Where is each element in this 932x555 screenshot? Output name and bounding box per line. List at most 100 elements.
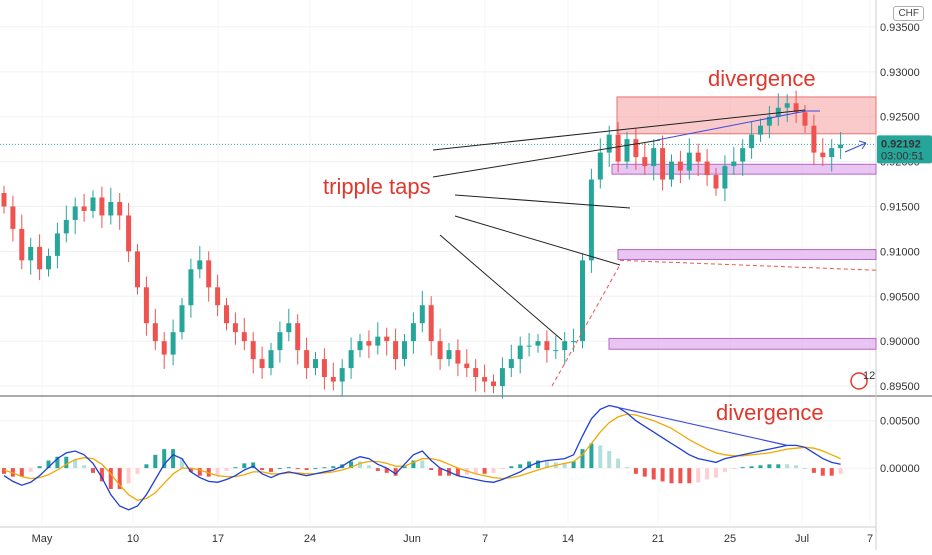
candle-body xyxy=(571,341,577,343)
price-axis-tick-label: 0.91000 xyxy=(880,246,920,258)
macd-histogram-bar xyxy=(482,468,487,474)
macd-histogram-bar xyxy=(642,468,647,477)
time-axis-tick-label: Jun xyxy=(403,533,421,545)
candle-body xyxy=(766,116,772,126)
demand-zone-1 xyxy=(611,163,877,175)
macd-histogram-bar xyxy=(571,461,576,469)
candle-body xyxy=(170,332,176,355)
candle-body xyxy=(339,368,345,382)
macd-histogram-bar xyxy=(616,458,621,469)
candle-body xyxy=(446,350,452,360)
candle-body xyxy=(241,332,247,342)
macd-divergence-line xyxy=(609,404,788,446)
macd-histogram-bar xyxy=(197,468,202,476)
candle-body xyxy=(811,125,817,153)
demand-zone-3 xyxy=(608,337,877,350)
candle-body xyxy=(686,152,692,171)
macd-histogram-bar xyxy=(829,468,834,476)
macd-histogram-bar xyxy=(589,443,594,469)
candle-body xyxy=(250,341,256,360)
macd-histogram-bar xyxy=(740,467,745,469)
time-axis-tick-label: 17 xyxy=(212,533,224,545)
macd-histogram-bar xyxy=(135,468,140,474)
candle-body xyxy=(259,359,265,369)
candle-body xyxy=(615,134,621,162)
candle-body xyxy=(215,287,221,306)
candle-body xyxy=(838,144,844,149)
candle-body xyxy=(562,341,568,351)
candle-body xyxy=(580,260,585,342)
macd-histogram-bar xyxy=(776,464,781,469)
candle-body xyxy=(10,206,16,229)
macd-histogram-bar xyxy=(705,468,710,480)
macd-histogram-bar xyxy=(384,468,389,473)
candle-body xyxy=(348,350,354,369)
macd-histogram-bar xyxy=(767,464,772,469)
macd-line xyxy=(3,404,841,511)
macd-histogram-bar xyxy=(722,468,727,472)
candle-body xyxy=(704,161,710,176)
price-axis-tick-label: 0.90000 xyxy=(880,336,920,348)
macd-histogram-bar xyxy=(820,468,825,476)
candle-body xyxy=(313,359,318,369)
macd-axis-tick-label: 0.00000 xyxy=(880,463,920,475)
candle-body xyxy=(419,305,425,324)
macd-histogram-bar xyxy=(794,465,799,469)
macd-histogram-bar xyxy=(188,468,193,472)
macd-histogram-bar xyxy=(580,449,585,469)
candle-body xyxy=(224,305,229,324)
divergence-top-label: divergence xyxy=(708,66,816,91)
macd-histogram-bar xyxy=(331,466,336,469)
macd-histogram-bar xyxy=(500,468,505,470)
candle-body xyxy=(90,197,96,211)
macd-histogram-bar xyxy=(99,468,104,482)
macd-histogram-bar xyxy=(536,460,540,469)
macd-histogram-bar xyxy=(313,468,318,470)
macd-histogram-bar xyxy=(393,468,398,476)
macd-histogram-bar xyxy=(117,468,122,489)
candle-body xyxy=(375,336,381,346)
macd-histogram-bar xyxy=(544,461,549,469)
candle-body xyxy=(206,260,212,288)
macd-axis-tick-label: 0.00500 xyxy=(880,416,920,428)
projection-dashed-line xyxy=(551,264,621,387)
macd-histogram-bar xyxy=(625,467,629,469)
candle-body xyxy=(606,134,612,153)
candle-body xyxy=(731,161,737,167)
candle-body xyxy=(54,233,60,256)
candle-body xyxy=(722,166,728,189)
projection-arrow xyxy=(844,140,867,153)
event-badge-icon xyxy=(850,372,868,390)
macd-histogram-bar xyxy=(37,466,42,469)
price-axis-tick-label: 0.89500 xyxy=(880,381,920,393)
currency-badge[interactable]: CHF xyxy=(893,6,924,21)
candle-body xyxy=(784,103,790,108)
macd-histogram-bar xyxy=(91,468,95,473)
macd-histogram-bar xyxy=(598,445,603,469)
macd-histogram-bar xyxy=(269,468,273,472)
time-axis-tick-label: 7 xyxy=(867,533,873,545)
price-axis-tick-label: 0.92500 xyxy=(880,112,920,124)
candle-body xyxy=(330,377,336,382)
candle-body xyxy=(508,359,514,369)
macd-histogram-bar xyxy=(411,460,416,469)
candle-body xyxy=(268,350,274,369)
macd-histogram-bar xyxy=(749,466,754,469)
macd-histogram-bar xyxy=(19,468,24,477)
macd-histogram-bar xyxy=(126,468,131,484)
candle-body xyxy=(357,341,363,351)
macd-histogram-bar xyxy=(811,468,816,473)
time-axis-tick-label: 14 xyxy=(562,533,574,545)
candle-body xyxy=(188,269,194,306)
candle-body xyxy=(713,175,719,189)
macd-histogram-bar xyxy=(233,467,238,469)
candle-body xyxy=(37,246,43,270)
macd-histogram-bar xyxy=(322,467,327,469)
macd-histogram-bar xyxy=(55,456,60,469)
candle-body xyxy=(473,368,479,378)
macd-histogram-bar xyxy=(295,468,300,470)
candle-body xyxy=(775,107,781,117)
candle-body xyxy=(428,305,434,342)
